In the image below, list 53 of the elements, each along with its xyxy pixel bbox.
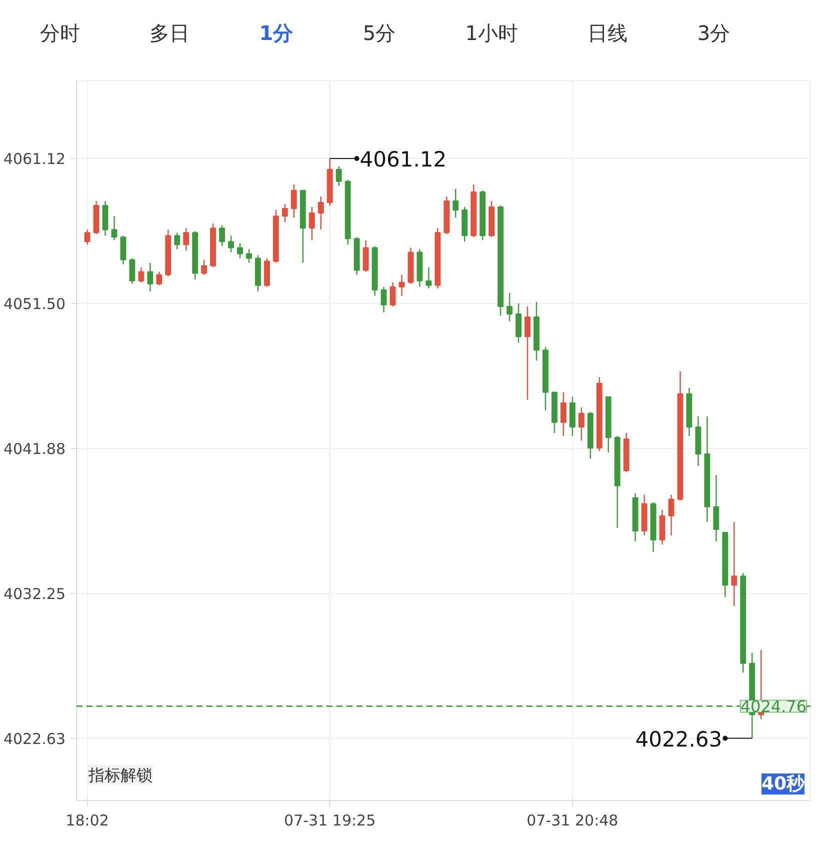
candlestick — [398, 274, 405, 296]
candlestick — [362, 240, 369, 272]
candlestick — [219, 224, 226, 247]
y-tick-label: 4022.63 — [3, 730, 66, 748]
annotation: 40秒 — [761, 774, 806, 794]
annotation: 4022.63 — [635, 727, 722, 752]
y-tick-label: 4041.88 — [3, 440, 66, 458]
candlestick — [237, 242, 243, 259]
candlestick — [380, 286, 387, 314]
candlestick — [138, 266, 144, 283]
candlestick — [120, 235, 126, 265]
candlestick — [731, 521, 738, 607]
y-tick-label: 4061.12 — [3, 150, 66, 168]
candlestick — [246, 248, 252, 264]
candlestick — [578, 406, 584, 442]
candlestick — [506, 292, 513, 322]
y-tick-label: 4032.25 — [3, 584, 66, 603]
annotation: 4061.12 — [360, 148, 447, 172]
candlestick — [336, 166, 342, 187]
text: 1分 — [259, 20, 294, 47]
candlestick — [84, 229, 90, 246]
candlestick — [308, 206, 315, 241]
candlestick — [318, 196, 324, 230]
candlestick — [174, 232, 180, 250]
candlestick — [560, 392, 566, 437]
candlestick — [713, 474, 720, 542]
candlestick — [111, 215, 118, 241]
candlestick — [668, 494, 674, 536]
text: 3分 — [697, 20, 730, 47]
x-tick-label: 07-31 19:25 — [284, 812, 376, 830]
candlestick — [282, 203, 288, 223]
candlestick — [516, 302, 522, 344]
text: 日线 — [588, 20, 628, 47]
candlestick — [201, 259, 208, 276]
candlestick — [452, 188, 459, 218]
text: 多日 — [150, 20, 190, 47]
candlestick — [228, 235, 234, 253]
candlestick — [156, 271, 162, 286]
annotation: 指标解锁 — [88, 766, 152, 784]
x-tick-label: 18:02 — [66, 812, 109, 830]
candlestick — [183, 228, 190, 252]
candlestick — [524, 306, 530, 400]
candlestick — [290, 184, 297, 218]
x-tick-label: 07-31 20:48 — [526, 812, 618, 830]
ref-line-label: 4024.76 — [740, 697, 807, 716]
text: 分时 — [40, 20, 80, 47]
text: 5分 — [362, 20, 396, 47]
y-tick-label: 4051.50 — [3, 294, 66, 313]
candlestick — [147, 262, 154, 292]
candlestick — [129, 258, 136, 284]
candlestick — [390, 282, 396, 308]
text: 1小时 — [465, 20, 518, 47]
candlestick — [426, 266, 432, 289]
